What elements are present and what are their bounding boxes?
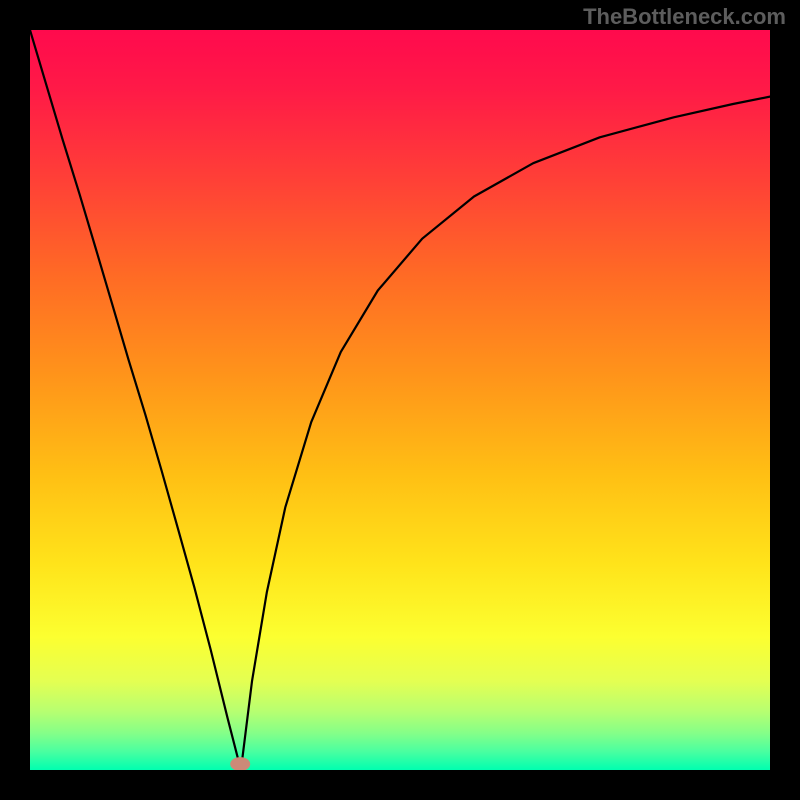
watermark-text: TheBottleneck.com (583, 4, 786, 30)
chart-svg (30, 30, 770, 770)
chart-plot-area (30, 30, 770, 770)
